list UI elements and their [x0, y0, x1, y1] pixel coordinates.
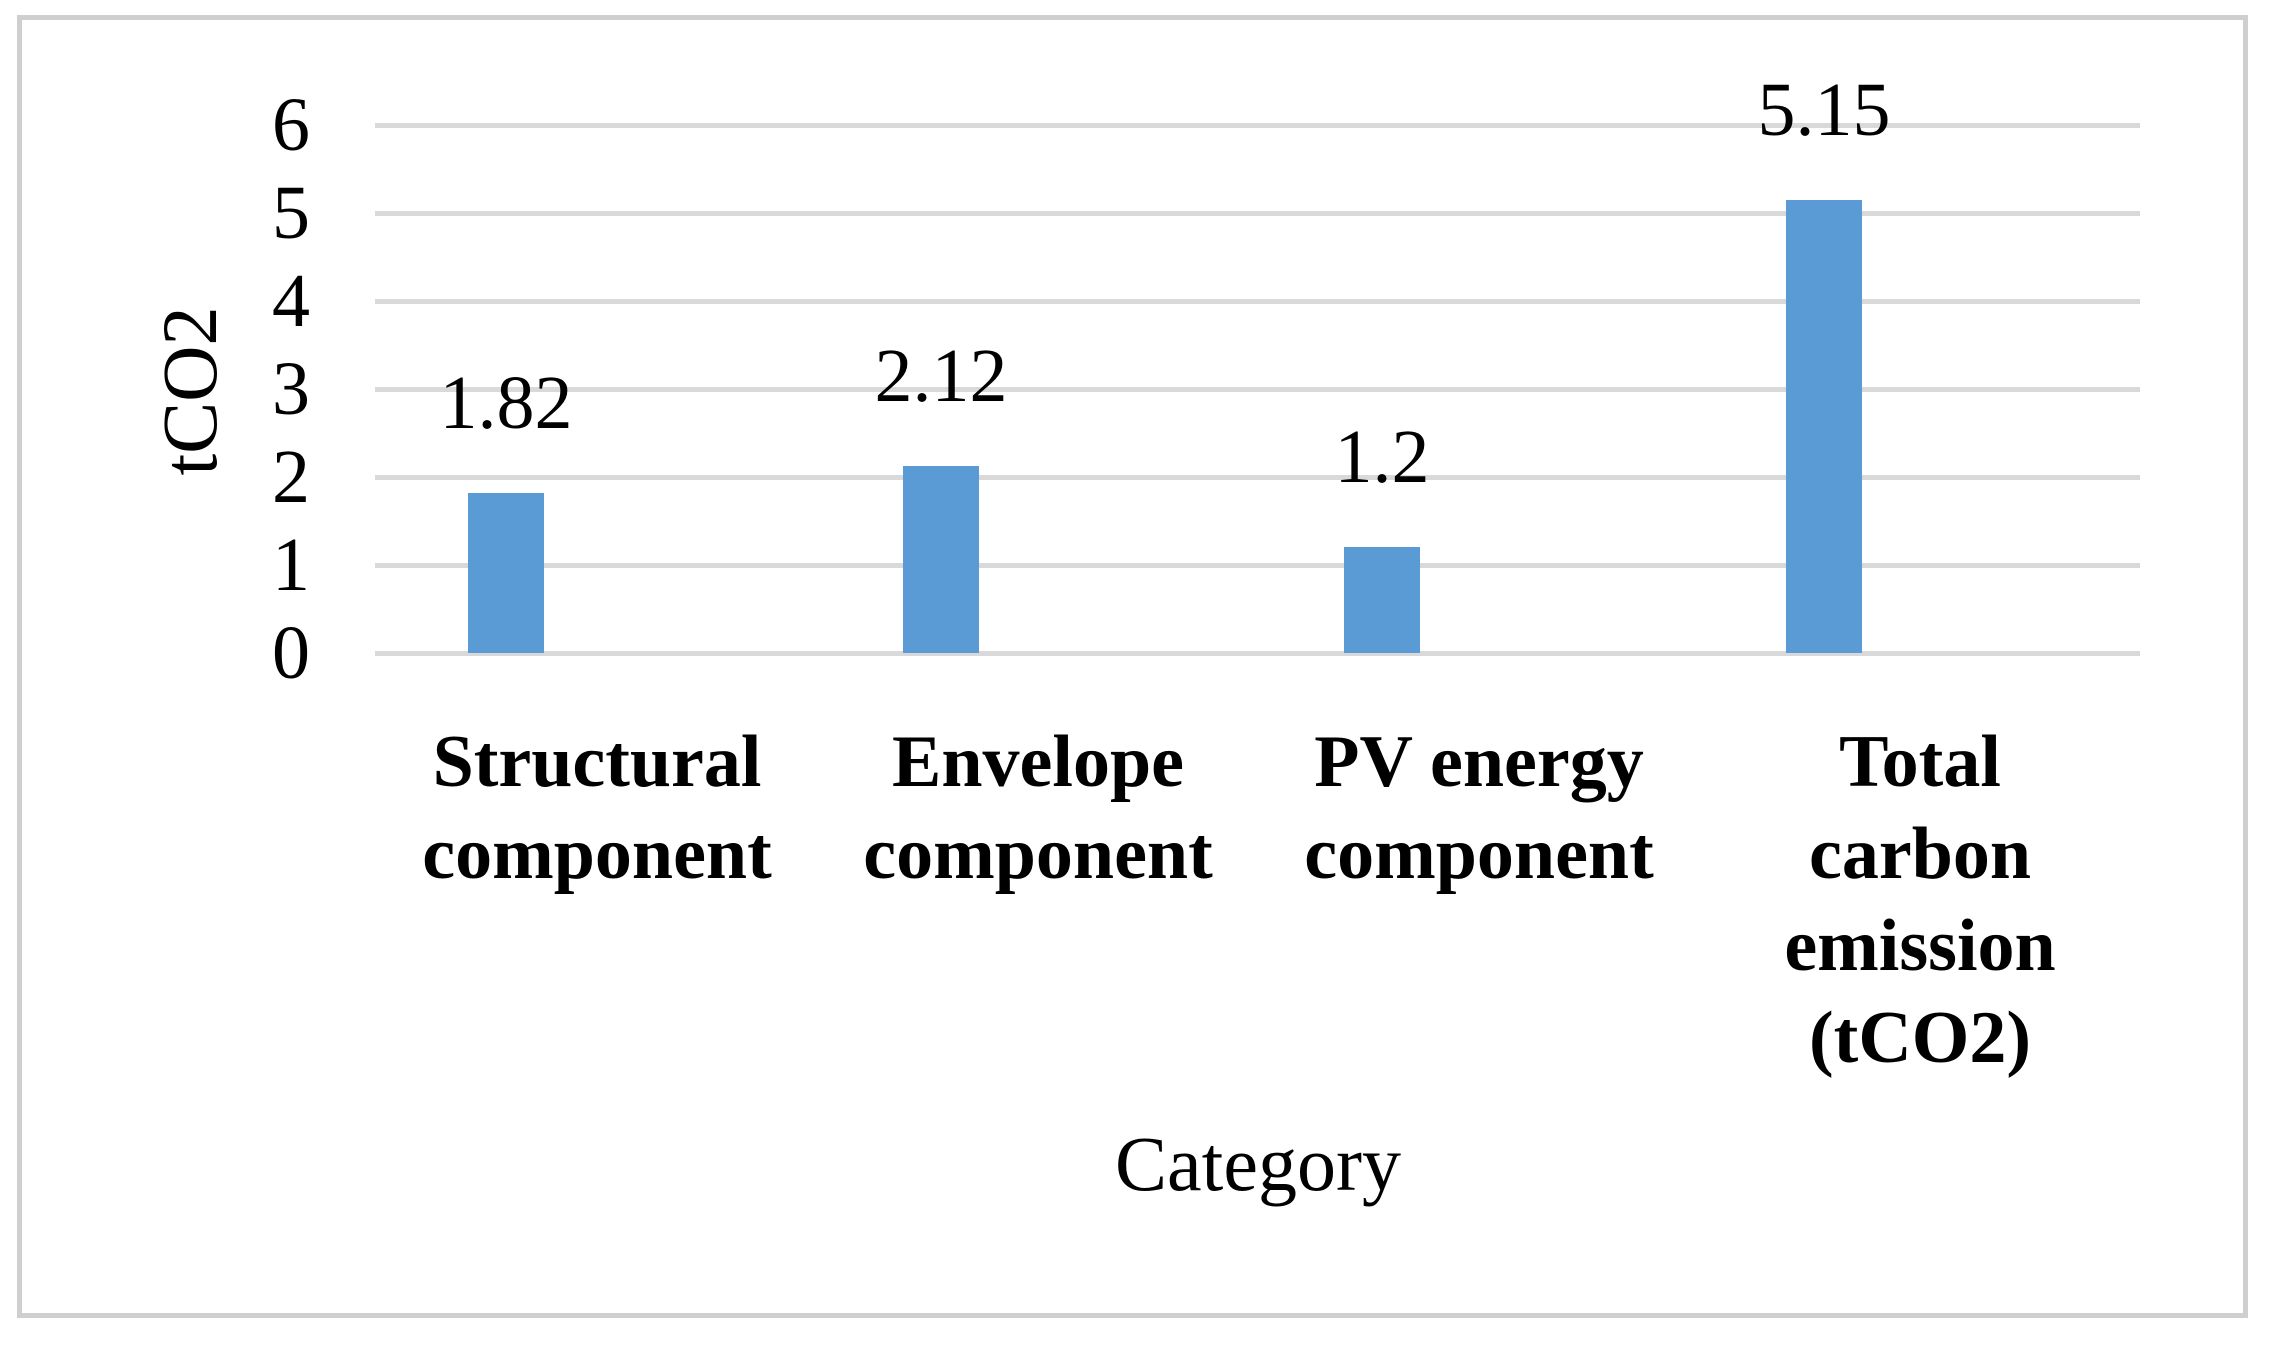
y-tick-label-5: 5 — [272, 171, 310, 255]
data-label-2: 2.12 — [874, 334, 1008, 419]
category-label-3: PV energy component — [1304, 721, 1654, 895]
gridline-y3 — [375, 387, 2140, 392]
gridline-y0 — [375, 651, 2140, 656]
chart-border-frame — [17, 15, 2248, 1318]
bar-3 — [1344, 547, 1420, 653]
y-tick-label-2: 2 — [272, 435, 310, 519]
gridline-y6 — [375, 123, 2140, 128]
bar-2 — [903, 466, 979, 653]
data-label-3: 1.2 — [1334, 415, 1430, 500]
y-axis-title: tCO2 — [146, 306, 233, 476]
y-tick-label-0: 0 — [272, 611, 310, 695]
bar-1 — [468, 492, 544, 653]
y-tick-label-1: 1 — [272, 523, 310, 607]
y-tick-label-6: 6 — [272, 83, 310, 167]
y-tick-label-4: 4 — [272, 259, 310, 343]
category-label-2: Envelope component — [863, 721, 1213, 895]
category-label-1: Structural component — [422, 721, 772, 895]
gridline-y5 — [375, 211, 2140, 216]
y-tick-label-3: 3 — [272, 347, 310, 431]
gridline-y1 — [375, 563, 2140, 568]
gridline-y2 — [375, 475, 2140, 480]
category-label-4: Total carbon emission (tCO2) — [1784, 721, 2056, 1079]
data-label-4: 5.15 — [1757, 67, 1891, 152]
data-label-1: 1.82 — [439, 360, 573, 445]
gridline-y4 — [375, 299, 2140, 304]
x-axis-title: Category — [1115, 1120, 1401, 1207]
bar-4 — [1786, 199, 1862, 653]
